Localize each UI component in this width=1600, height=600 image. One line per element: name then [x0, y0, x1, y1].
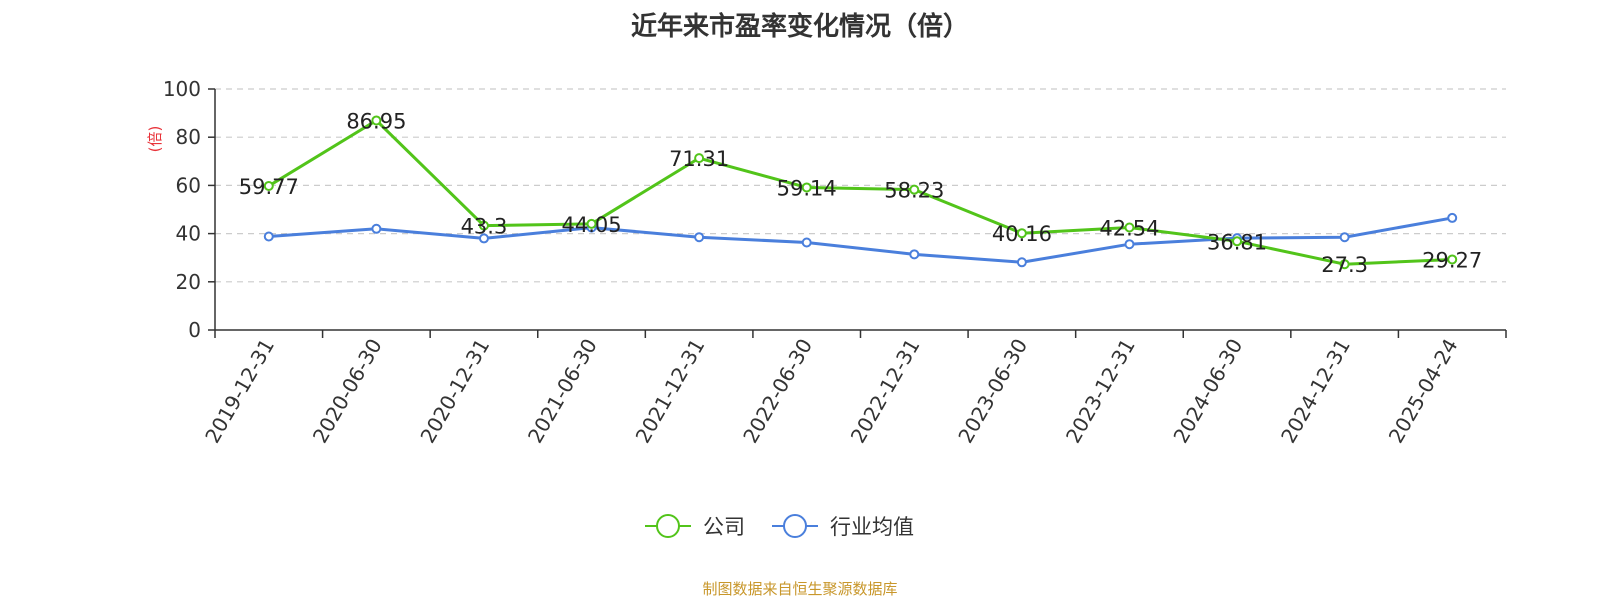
data-label: 59.77 [239, 175, 299, 199]
data-point[interactable] [1124, 222, 1135, 233]
data-point[interactable] [801, 237, 812, 248]
x-tick-label: 2022-06-30 [738, 335, 817, 448]
source-note: 制图数据来自恒生聚源数据库 [702, 580, 898, 598]
legend-marker [783, 514, 807, 538]
x-tick-label: 2019-12-31 [200, 335, 279, 448]
data-point[interactable] [909, 184, 920, 195]
data-point[interactable] [694, 232, 705, 243]
data-label: 42.54 [1099, 216, 1159, 240]
x-tick-label: 2024-06-30 [1168, 335, 1247, 448]
data-point[interactable] [263, 180, 274, 191]
x-tick-label: 2021-12-31 [631, 335, 710, 448]
data-point[interactable] [1016, 228, 1027, 239]
data-point[interactable] [263, 231, 274, 242]
data-point[interactable] [1447, 212, 1458, 223]
grid-lines [215, 88, 1506, 283]
x-tick-label: 2020-06-30 [308, 335, 387, 448]
data-label: 36.81 [1207, 230, 1267, 254]
data-point[interactable] [371, 115, 382, 126]
data-point[interactable] [1016, 257, 1027, 268]
legend-marker [656, 514, 680, 538]
data-label: 58.23 [884, 179, 944, 203]
legend[interactable]: 公司 行业均值 [645, 514, 914, 539]
chart-title: 近年来市盈率变化情况（倍） [630, 12, 969, 42]
data-label: 27.3 [1321, 253, 1368, 277]
legend-item-1[interactable]: 行业均值 [772, 514, 914, 539]
y-tick-label: 20 [176, 270, 201, 294]
data-label: 86.95 [346, 109, 406, 133]
data-point[interactable] [909, 249, 920, 260]
data-point[interactable] [1339, 259, 1350, 270]
data-label: 59.14 [777, 176, 837, 200]
y-tick-label: 80 [176, 125, 201, 149]
x-tick-label: 2022-12-31 [846, 335, 925, 448]
data-point[interactable] [1232, 236, 1243, 247]
data-label: 71.31 [669, 147, 729, 171]
x-tick-label: 2025-04-24 [1384, 335, 1463, 448]
series-line-0 [268, 118, 1453, 266]
x-tick-label: 2023-06-30 [953, 335, 1032, 448]
data-point[interactable] [694, 153, 705, 164]
y-axis-label: (倍) [146, 126, 164, 153]
y-tick-label: 60 [176, 173, 201, 197]
x-tick-label: 2020-12-31 [415, 335, 494, 448]
legend-label: 公司 [703, 515, 745, 539]
y-tick-label: 0 [188, 318, 201, 342]
data-point[interactable] [1447, 254, 1458, 265]
data-point[interactable] [801, 182, 812, 193]
x-tick-label: 2021-06-30 [523, 335, 602, 448]
data-point[interactable] [586, 218, 597, 229]
series-line-1 [268, 216, 1453, 264]
series-lines [263, 115, 1458, 270]
data-point[interactable] [1339, 232, 1350, 243]
y-tick-label: 100 [163, 77, 201, 101]
data-point[interactable] [478, 233, 489, 244]
data-point[interactable] [1124, 239, 1135, 250]
legend-label: 行业均值 [830, 515, 914, 539]
data-point[interactable] [371, 223, 382, 234]
x-tick-label: 2024-12-31 [1276, 335, 1355, 448]
legend-item-0[interactable]: 公司 [645, 514, 745, 539]
data-label: 44.05 [561, 213, 621, 237]
data-label: 40.16 [992, 222, 1052, 246]
x-tick-label: 2023-12-31 [1061, 335, 1140, 448]
y-tick-label: 40 [176, 222, 201, 246]
data-label: 43.3 [461, 215, 508, 239]
data-point[interactable] [478, 220, 489, 231]
data-labels: 59.77 86.95 43.3 44.05 71.31 59.14 58.23 40.16 4… [239, 109, 1483, 277]
data-label: 29.27 [1422, 248, 1482, 272]
